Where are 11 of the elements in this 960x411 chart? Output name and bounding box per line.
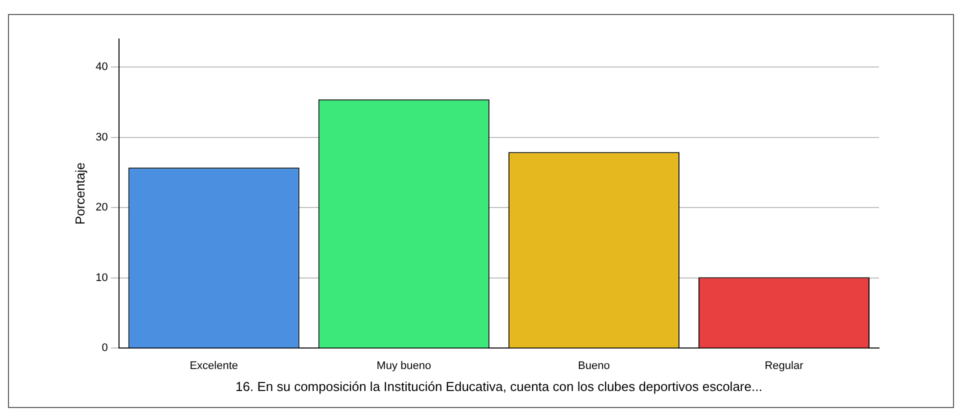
- y-tick-label: 40: [96, 61, 108, 74]
- y-tick-label: 20: [96, 202, 108, 214]
- x-tick-label: Excelente: [190, 360, 238, 372]
- y-axis-title: Porcentaje: [72, 162, 88, 225]
- x-tick-label: Muy bueno: [376, 360, 432, 372]
- x-tick-label: Regular: [764, 360, 804, 372]
- y-tick-label: 10: [96, 272, 108, 284]
- x-axis-title: 16. En su composición la Institución Educativa, cuenta con los clubes deportivos escolare...: [236, 378, 762, 394]
- y-tick-label: 30: [96, 131, 108, 144]
- y-tick-label: 0: [102, 342, 108, 354]
- x-tick-label: Bueno: [578, 360, 610, 372]
